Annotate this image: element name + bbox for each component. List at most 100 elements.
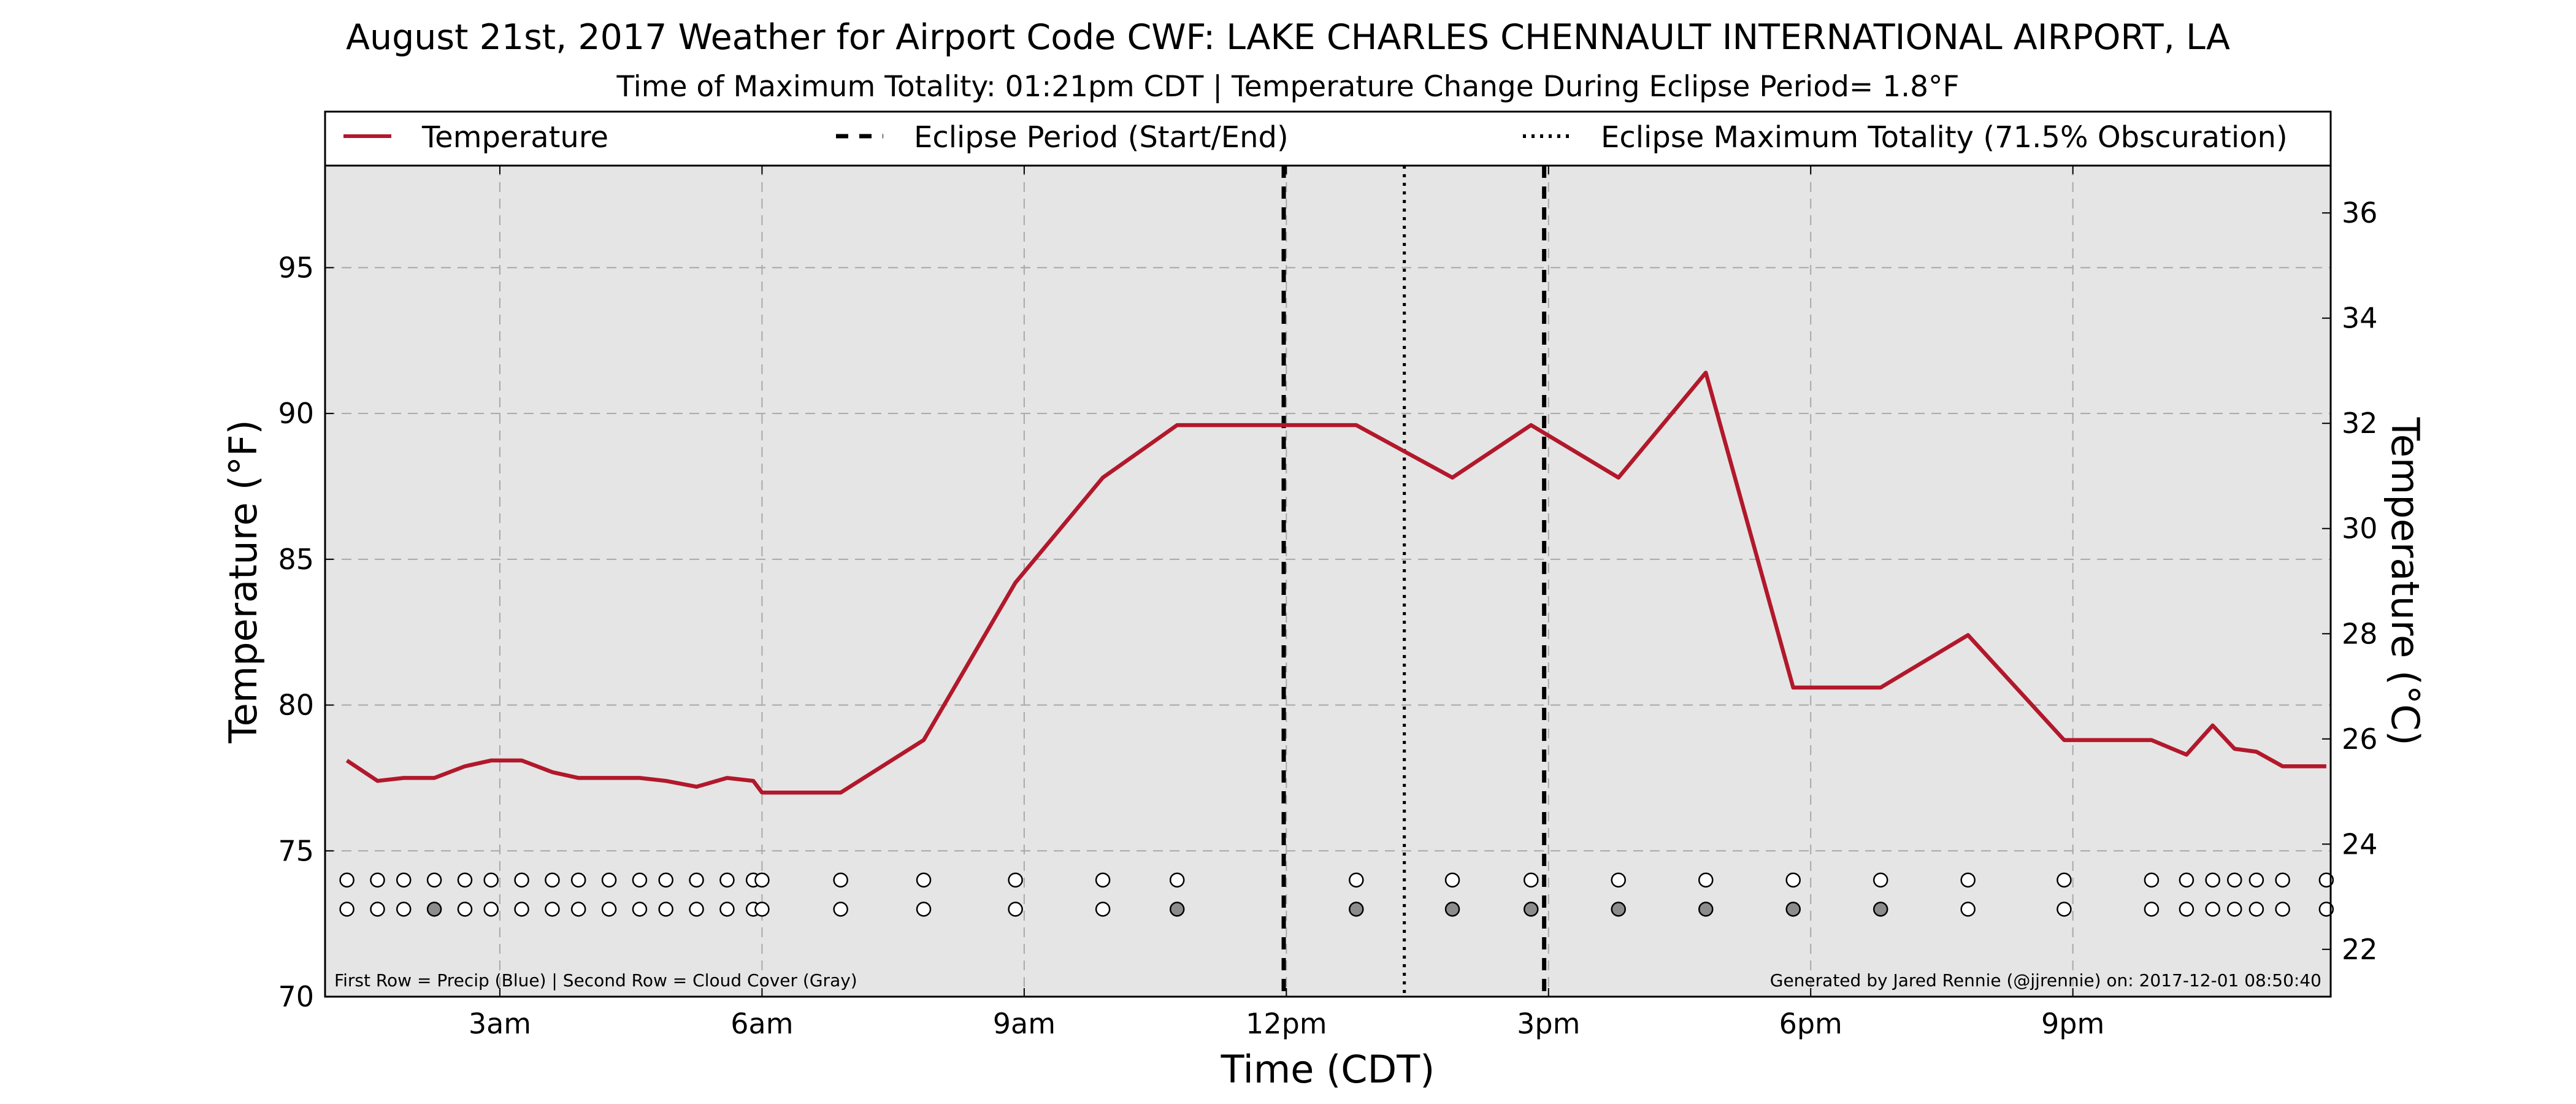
footnote-credit: Generated by Jared Rennie (@jjrennie) on… xyxy=(1770,970,2321,991)
precip-marker xyxy=(2144,872,2160,888)
cloud-cover-marker xyxy=(1349,902,1364,917)
cloud-cover-marker xyxy=(916,902,932,917)
precip-marker xyxy=(2057,872,2072,888)
cloud-cover-marker xyxy=(570,902,586,917)
x-tick-label: 9am xyxy=(993,1007,1056,1040)
cloud-cover-marker xyxy=(1444,902,1460,917)
x-tick-label: 3pm xyxy=(1517,1007,1580,1040)
precip-marker xyxy=(2179,872,2195,888)
x-axis: 3am 6am 9am 12pm 3pm 6pm 9pm xyxy=(469,166,2104,1040)
precip-marker xyxy=(658,872,673,888)
cloud-cover-marker xyxy=(1169,902,1185,917)
x-tick-label: 6pm xyxy=(1779,1007,1842,1040)
cloud-cover-marker xyxy=(601,902,617,917)
precip-marker xyxy=(2227,872,2242,888)
legend: Temperature Eclipse Period (Start/End) E… xyxy=(324,110,2332,167)
cloud-cover-marker xyxy=(2144,902,2160,917)
precip-marker xyxy=(1524,872,1539,888)
y-right-tick-label: 34 xyxy=(2342,302,2378,335)
y-right-tick-label: 28 xyxy=(2342,617,2378,650)
y-tick-label: 80 xyxy=(278,689,314,722)
y-right-tick-label: 26 xyxy=(2342,723,2378,756)
cloud-cover-marker xyxy=(632,902,648,917)
y-axis-title-left: Temperature (°F) xyxy=(221,420,266,743)
precip-marker xyxy=(1095,872,1111,888)
cloud-cover-marker xyxy=(1008,902,1023,917)
precip-marker xyxy=(370,872,385,888)
precip-marker xyxy=(514,872,529,888)
cloud-cover-marker xyxy=(514,902,529,917)
footnote-legend-rows: First Row = Precip (Blue) | Second Row =… xyxy=(334,970,857,991)
precip-marker xyxy=(2318,872,2334,888)
cloud-cover-marker xyxy=(754,902,770,917)
y-tick-label: 90 xyxy=(278,397,314,430)
precip-marker xyxy=(2205,872,2220,888)
precip-marker xyxy=(457,872,473,888)
y-axis-title-right: Temperature (°C) xyxy=(2383,416,2428,745)
chart-title: August 21st, 2017 Weather for Airport Co… xyxy=(346,17,2230,58)
cloud-cover-marker xyxy=(833,902,848,917)
cloud-cover-marker xyxy=(2248,902,2264,917)
y-right-tick-label: 30 xyxy=(2342,512,2378,545)
y-tick-label: 95 xyxy=(278,251,314,284)
grid-lines xyxy=(325,166,2331,997)
cloud-cover-marker xyxy=(339,902,355,917)
cloud-cover-marker xyxy=(1960,902,1976,917)
precip-marker xyxy=(1169,872,1185,888)
series-layer xyxy=(345,370,2326,795)
precip-marker xyxy=(1785,872,1801,888)
precip-marker xyxy=(601,872,617,888)
legend-box xyxy=(324,110,2332,167)
precip-marker xyxy=(754,872,770,888)
cloud-cover-marker xyxy=(2205,902,2220,917)
cloud-cover-marker xyxy=(2318,902,2334,917)
x-tick-label: 12pm xyxy=(1246,1007,1327,1040)
y-right-tick-label: 24 xyxy=(2342,827,2378,861)
temperature-line xyxy=(345,370,2326,795)
cloud-cover-marker xyxy=(719,902,735,917)
precip-marker xyxy=(483,872,499,888)
cloud-cover-marker xyxy=(2275,902,2290,917)
cloud-cover-marker xyxy=(658,902,673,917)
precip-marker xyxy=(1008,872,1023,888)
y-right-tick-label: 32 xyxy=(2342,407,2378,440)
cloud-cover-marker xyxy=(1524,902,1539,917)
cloud-cover-marker xyxy=(457,902,473,917)
cloud-cover-marker xyxy=(1095,902,1111,917)
y-tick-label: 85 xyxy=(278,543,314,576)
x-axis-title: Time (CDT) xyxy=(1221,1047,1435,1092)
cloud-cover-marker xyxy=(370,902,385,917)
y-axis-right: 22 24 26 28 30 32 34 36 xyxy=(2322,196,2378,966)
cloud-cover-marker xyxy=(426,902,442,917)
cloud-cover-marker xyxy=(2179,902,2195,917)
legend-label-temperature: Temperature xyxy=(421,120,608,155)
precip-marker xyxy=(632,872,648,888)
x-tick-label: 9pm xyxy=(2041,1007,2104,1040)
y-right-tick-label: 36 xyxy=(2342,196,2378,229)
precip-marker xyxy=(570,872,586,888)
x-tick-label: 3am xyxy=(469,1007,531,1040)
y-axis-left: 70 75 80 85 90 95 xyxy=(278,251,334,1013)
precip-marker xyxy=(2248,872,2264,888)
cloud-cover-marker xyxy=(1873,902,1888,917)
precip-marker xyxy=(1611,872,1627,888)
precip-marker xyxy=(545,872,560,888)
precip-marker xyxy=(1698,872,1714,888)
precip-cloud-rows xyxy=(339,872,2334,917)
y-tick-label: 75 xyxy=(278,834,314,867)
plot-area xyxy=(325,166,2331,997)
cloud-cover-marker xyxy=(2057,902,2072,917)
precip-marker xyxy=(339,872,355,888)
y-right-tick-label: 22 xyxy=(2342,933,2378,966)
cloud-cover-marker xyxy=(545,902,560,917)
chart-subtitle: Time of Maximum Totality: 01:21pm CDT | … xyxy=(616,70,1959,104)
eclipse-lines xyxy=(1281,166,1547,997)
precip-marker xyxy=(426,872,442,888)
x-tick-label: 6am xyxy=(730,1007,793,1040)
precip-marker xyxy=(1444,872,1460,888)
precip-marker xyxy=(833,872,848,888)
legend-label-eclipse-max: Eclipse Maximum Totality (71.5% Obscurat… xyxy=(1601,120,2288,155)
cloud-cover-marker xyxy=(1785,902,1801,917)
precip-marker xyxy=(396,872,412,888)
cloud-cover-marker xyxy=(689,902,704,917)
